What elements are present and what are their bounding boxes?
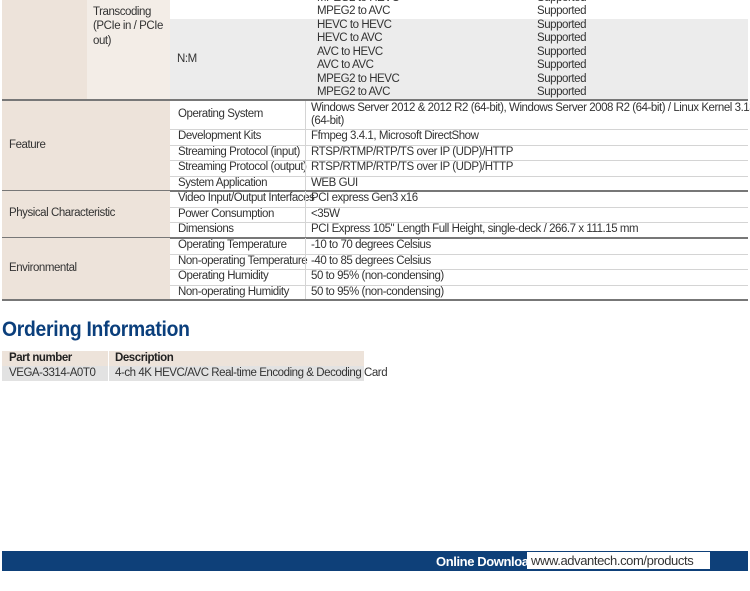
codec-name: MPEG2 to HEVC (317, 0, 400, 5)
transcoding-category-label: Video (93, 0, 120, 4)
row-divider (170, 206, 748, 208)
ordering-row (2, 366, 364, 381)
transcoding-category-cell (2, 0, 87, 100)
codec-status: Supported (537, 32, 587, 45)
spec-value: 50 to 95% (non-condensing) (311, 270, 444, 283)
ordering-header-description: Description (115, 352, 174, 364)
spec-label: Streaming Protocol (input) (178, 145, 300, 158)
ordering-header-row (2, 351, 364, 366)
transcoding-category-label: Transcoding (93, 5, 151, 18)
online-download-label: Online Download (436, 554, 537, 569)
row-divider (170, 175, 748, 177)
spec-value: -40 to 85 degrees Celsius (311, 254, 431, 267)
category-cell (2, 191, 170, 238)
column-divider (305, 101, 306, 129)
column-divider (305, 160, 306, 176)
codec-status: Supported (537, 19, 587, 31)
row-divider (170, 269, 748, 271)
section-divider (2, 190, 748, 193)
nm-block (170, 19, 748, 100)
spec-value: <35W (311, 207, 340, 220)
spec-value: Ffmpeg 3.4.1, Microsoft DirectShow (311, 130, 479, 142)
row-divider (170, 160, 748, 162)
spec-label: System Application (178, 176, 268, 189)
codec-name: AVC to AVC (317, 59, 374, 72)
codec-name: MPEG2 to HEVC (317, 72, 400, 85)
row-divider (170, 129, 748, 130)
spec-value: PCI Express 105" Length Full Height, sin… (311, 223, 639, 236)
codec-name: AVC to HEVC (317, 45, 383, 58)
nm-label: N:M (177, 53, 197, 65)
codec-name: MPEG2 to AVC (317, 5, 390, 18)
spec-value: -10 to 70 degrees Celsius (311, 239, 431, 251)
spec-label: Dimensions (178, 223, 234, 236)
category-label: Environmental (9, 262, 77, 275)
transcoding-category-label: out) (93, 34, 112, 47)
column-divider (305, 191, 306, 207)
spec-label: Operating Temperature (178, 239, 287, 252)
codec-status: Supported (537, 5, 587, 18)
column-divider (305, 206, 306, 223)
codec-status: Supported (537, 72, 587, 85)
column-divider (305, 129, 306, 145)
codec-status: Supported (537, 45, 587, 58)
category-cell (2, 238, 170, 301)
spec-label: Power Consumption (178, 207, 274, 220)
part-description: 4-ch 4K HEVC/AVC Real-time Encoding & De… (115, 367, 388, 379)
spec-value: 50 to 95% (non-condensing) (311, 285, 444, 298)
part-number: VEGA-3314-A0T0 (9, 367, 96, 379)
column-divider (305, 284, 306, 301)
row-divider (170, 222, 748, 224)
column-divider (305, 222, 306, 238)
column-divider (305, 253, 306, 270)
spec-value: RTSP/RTMP/RTP/TS over IP (UDP)/HTTP (311, 145, 513, 158)
spec-label: Operating Humidity (178, 270, 269, 283)
codec-status: Supported (537, 86, 587, 98)
category-label: Feature (9, 139, 46, 152)
spec-label: Streaming Protocol (output) (178, 161, 307, 174)
codec-status: Supported (537, 59, 587, 72)
online-download-bar: Online Download www.advantech.com/produc… (2, 551, 748, 571)
column-divider (305, 175, 306, 192)
spec-value: RTSP/RTMP/RTP/TS over IP (UDP)/HTTP (311, 161, 513, 174)
spec-value: WEB GUI (311, 176, 358, 189)
column-divider (108, 351, 109, 381)
spec-label: Non-operating Temperature (178, 254, 308, 267)
column-divider (305, 144, 306, 161)
transcoding-subcategory-cell (87, 0, 170, 100)
category-cell (2, 101, 170, 192)
spec-label: Operating System (178, 108, 263, 121)
codec-name: HEVC to HEVC (317, 19, 392, 31)
column-divider (305, 269, 306, 285)
ordering-information-title: Ordering Information (2, 318, 190, 341)
online-download-url[interactable]: www.advantech.com/products (527, 552, 710, 569)
transcoding-category-label: (PCIe in / PCIe (93, 20, 163, 32)
spec-label: Non-operating Humidity (178, 285, 289, 298)
row-divider (170, 144, 748, 146)
row-divider (170, 284, 748, 286)
section-divider (2, 236, 748, 239)
spec-value: PCI express Gen3 x16 (311, 192, 418, 204)
codec-name: MPEG2 to AVC (317, 86, 390, 98)
codec-name: HEVC to AVC (317, 32, 383, 45)
ordering-header-part-number: Part number (9, 352, 72, 364)
spec-value-continued: (64-bit) (311, 115, 344, 127)
section-divider (2, 299, 748, 302)
codec-status: Supported (537, 0, 586, 5)
spec-label: Video Input/Output Interfaces (178, 192, 315, 205)
section-divider (2, 99, 748, 101)
spec-value: Windows Server 2012 & 2012 R2 (64-bit), … (311, 102, 750, 114)
category-label: Physical Characteristic (9, 207, 115, 220)
spec-label: Development Kits (178, 130, 261, 143)
row-divider (170, 253, 748, 255)
column-divider (305, 238, 306, 254)
